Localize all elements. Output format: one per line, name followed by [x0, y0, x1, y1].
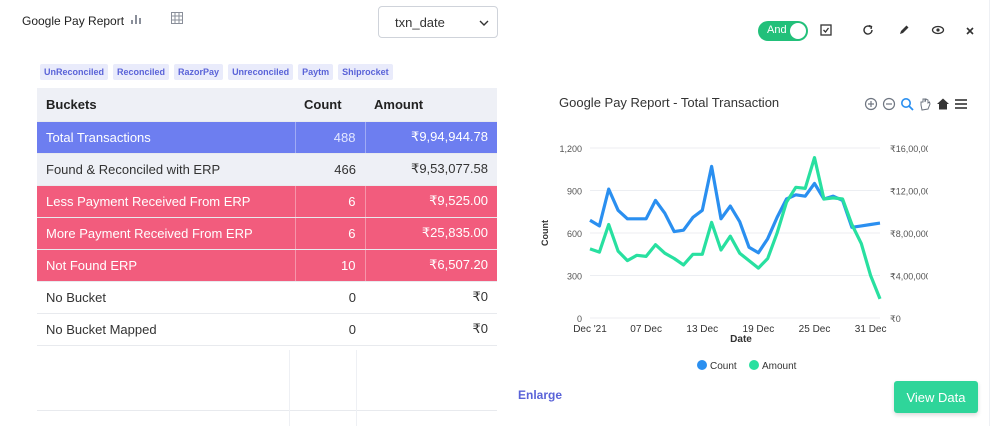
table-row[interactable]: No Bucket Mapped 0 ₹0: [37, 313, 497, 346]
enlarge-link[interactable]: Enlarge: [518, 388, 563, 402]
toggle-label: And: [767, 24, 787, 36]
y-tick-label: 300: [567, 272, 582, 282]
buckets-table: Buckets Count Amount Total Transactions …: [37, 88, 497, 346]
x-tick-label: 19 Dec: [743, 324, 775, 335]
bar-chart-icon[interactable]: [130, 13, 142, 28]
bucket-amount: ₹9,525.00: [364, 185, 497, 218]
chart-toolbar: [864, 97, 968, 111]
column-divider: [289, 350, 290, 426]
x-axis-label: Date: [730, 334, 752, 345]
table-row[interactable]: Total Transactions 488 ₹9,94,944.78: [37, 121, 497, 154]
bucket-name: No Bucket Mapped: [37, 313, 295, 346]
line-chart: 0 300 600 900 1,200 ₹0 ₹4,00,000 ₹8,00,000 ₹12,0…: [540, 144, 928, 372]
bucket-name: More Payment Received From ERP: [37, 217, 295, 250]
zoom-out-icon[interactable]: [882, 97, 896, 111]
table-icon[interactable]: [171, 11, 183, 24]
date-field-value: txn_date: [395, 15, 445, 30]
edit-icon[interactable]: [896, 22, 912, 38]
legend-marker: [697, 360, 707, 370]
bucket-name: Total Transactions: [37, 121, 295, 154]
bucket-count: 0: [295, 313, 365, 346]
table-header-row: Buckets Count Amount: [37, 88, 497, 122]
legend-marker: [749, 360, 759, 370]
legend-label: Amount: [762, 361, 797, 372]
x-tick-label: 31 Dec: [855, 324, 887, 335]
filter-tag[interactable]: Paytm: [298, 64, 334, 80]
bucket-count: 6: [294, 185, 365, 218]
bucket-name: Found & Reconciled with ERP: [37, 153, 295, 186]
header-count: Count: [295, 88, 365, 122]
x-tick-label: Dec '21: [573, 324, 607, 335]
y2-tick-label: ₹0: [890, 314, 901, 324]
bucket-name: Less Payment Received From ERP: [37, 185, 295, 218]
zoom-select-icon[interactable]: [900, 97, 914, 111]
y2-tick-label: ₹8,00,000: [890, 229, 928, 239]
bucket-amount: ₹0: [365, 281, 497, 314]
filter-tag[interactable]: Unreconciled: [228, 64, 294, 80]
view-data-button[interactable]: View Data: [894, 381, 978, 413]
y-axis-label: Count: [540, 220, 550, 246]
bucket-count: 0: [295, 281, 365, 314]
bucket-count: 6: [294, 217, 365, 250]
bucket-name: No Bucket: [37, 281, 295, 314]
x-tick-label: 07 Dec: [630, 324, 662, 335]
filter-tag[interactable]: Reconciled: [113, 64, 170, 80]
table-row[interactable]: No Bucket 0 ₹0: [37, 281, 497, 314]
x-tick-label: 25 Dec: [799, 324, 831, 335]
y-tick-label: 900: [567, 187, 582, 197]
date-field-select[interactable]: txn_date: [378, 6, 498, 38]
toggle-knob: [790, 23, 806, 39]
chevron-down-icon: [479, 16, 489, 26]
table-row[interactable]: Not Found ERP 10 ₹6,507.20: [37, 249, 497, 282]
and-or-toggle[interactable]: And: [758, 21, 808, 41]
series-line-count: [589, 164, 881, 255]
column-divider: [356, 350, 357, 426]
home-icon[interactable]: [936, 97, 950, 111]
x-tick-label: 13 Dec: [686, 324, 718, 335]
table-row[interactable]: More Payment Received From ERP 6 ₹25,835…: [37, 217, 497, 250]
y-tick-label: 1,200: [559, 144, 582, 154]
bucket-count: 466: [295, 153, 365, 186]
report-card: Google Pay Report txn_date And UnReconci…: [8, 0, 990, 426]
y2-tick-label: ₹12,00,000: [890, 187, 928, 197]
pan-hand-icon[interactable]: [918, 97, 932, 111]
bucket-amount: ₹6,507.20: [364, 249, 497, 282]
filter-tag[interactable]: UnReconciled: [40, 64, 109, 80]
bucket-count: 10: [294, 249, 365, 282]
legend-label: Count: [710, 361, 737, 372]
menu-icon[interactable]: [954, 97, 968, 111]
header-buckets: Buckets: [37, 88, 295, 122]
y2-tick-label: ₹16,00,000: [890, 144, 928, 154]
table-divider: [37, 410, 497, 411]
y2-tick-label: ₹4,00,000: [890, 272, 928, 282]
filter-tags: UnReconciled Reconciled RazorPay Unrecon…: [40, 64, 393, 80]
bucket-amount: ₹25,835.00: [364, 217, 497, 250]
report-title-text: Google Pay Report: [22, 13, 125, 28]
checkbox-icon[interactable]: [818, 22, 834, 38]
filter-tag[interactable]: RazorPay: [174, 64, 224, 80]
bucket-count: 488: [294, 121, 365, 154]
table-row[interactable]: Found & Reconciled with ERP 466 ₹9,53,07…: [37, 153, 497, 186]
eye-icon[interactable]: [930, 22, 946, 38]
bucket-amount: ₹9,53,077.58: [365, 153, 497, 186]
table-row[interactable]: Less Payment Received From ERP 6 ₹9,525.…: [37, 185, 497, 218]
bucket-amount: ₹9,94,944.78: [364, 121, 497, 154]
chart-title: Google Pay Report - Total Transaction: [559, 95, 780, 110]
y-tick-label: 600: [567, 229, 582, 239]
header-amount: Amount: [365, 88, 497, 122]
bucket-name: Not Found ERP: [37, 249, 295, 282]
bucket-amount: ₹0: [365, 313, 497, 346]
filter-tag[interactable]: Shiprocket: [338, 64, 393, 80]
zoom-in-icon[interactable]: [864, 97, 878, 111]
refresh-icon[interactable]: [860, 22, 876, 38]
series-line-amount: [589, 156, 882, 300]
y-tick-label: 0: [577, 314, 582, 324]
close-icon[interactable]: [962, 22, 978, 38]
report-title: Google Pay Report: [22, 13, 142, 28]
